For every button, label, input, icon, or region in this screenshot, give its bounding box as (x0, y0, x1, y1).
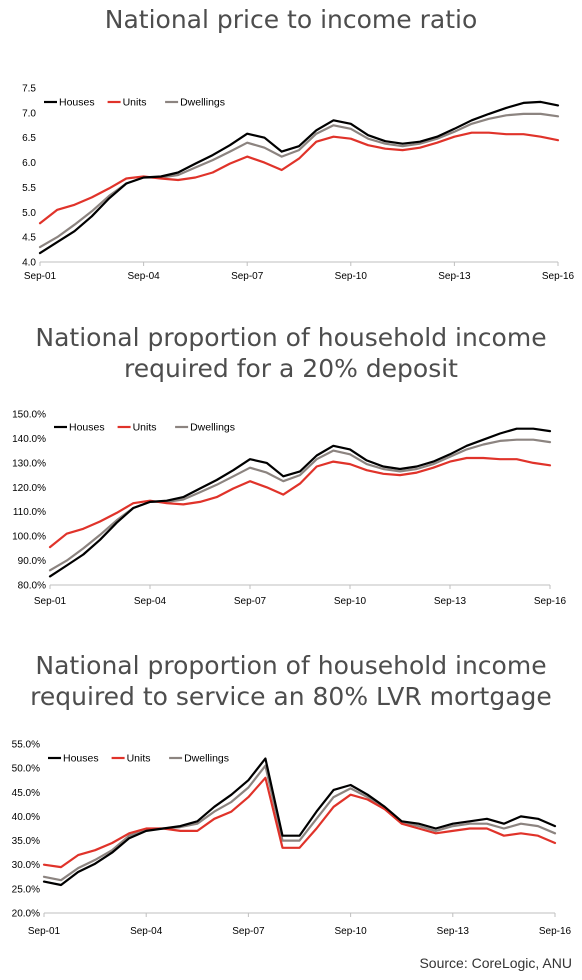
x-tick-label: Sep-10 (334, 926, 367, 937)
legend-label-units: Units (123, 97, 147, 109)
x-tick-label: Sep-01 (24, 271, 57, 282)
x-tick-label: Sep-04 (127, 271, 160, 282)
x-tick-label: Sep-07 (234, 596, 267, 607)
x-tick-label: Sep-16 (542, 271, 575, 282)
y-tick-label: 130.0% (12, 458, 46, 469)
series-line-dwellings (42, 764, 557, 882)
y-tick-label: 6.0 (22, 158, 36, 169)
x-tick-label: Sep-01 (28, 926, 61, 937)
y-tick-label: 25.0% (12, 884, 40, 895)
chart-title-line: required for a 20% deposit (124, 354, 458, 383)
y-tick-label: 110.0% (13, 507, 46, 518)
chart-title: National price to income ratio (0, 4, 582, 35)
series-line-dwellings (38, 112, 560, 249)
mortgage-chart: 20.0% 25.0% 30.0% 35.0% 40.0% 45.0% 50.0% 55.0%… (12, 740, 572, 938)
y-tick-label: 20.0% (12, 909, 40, 920)
series-line-houses (38, 100, 560, 255)
y-tick-label: 7.0 (22, 108, 36, 119)
deposit-chart: 80.0% 90.0% 100.0% 110.0% 120.0% 130.0% 140.0%… (12, 410, 567, 608)
chart-title: National proportion of household income … (0, 322, 582, 384)
series-line-dwellings (48, 438, 552, 572)
legend-label-dwellings: Dwellings (180, 97, 225, 109)
y-tick-label: 35.0% (12, 836, 40, 847)
y-tick-label: 5.0 (22, 208, 36, 219)
y-tick-label: 6.5 (22, 133, 36, 144)
y-tick-label: 80.0% (18, 581, 46, 592)
y-tick-label: 140.0% (12, 434, 46, 445)
x-tick-label: Sep-13 (434, 596, 467, 607)
x-tick-label: Sep-10 (335, 271, 368, 282)
y-tick-label: 90.0% (18, 556, 46, 567)
y-tick-label: 100.0% (12, 532, 46, 543)
y-tick-label: 150.0% (12, 410, 46, 421)
x-tick-label: Sep-16 (534, 596, 567, 607)
x-tick-label: Sep-04 (130, 926, 163, 937)
chart-title-line: National price to income ratio (104, 5, 478, 34)
source-note: Source: CoreLogic, ANU (419, 955, 572, 971)
series-line-units (42, 776, 557, 869)
y-tick-label: 55.0% (12, 740, 40, 751)
y-tick-label: 50.0% (12, 764, 40, 775)
series-line-units (48, 456, 552, 549)
x-tick-label: Sep-13 (438, 271, 471, 282)
legend-label-houses: Houses (59, 97, 95, 109)
legend-label-houses: Houses (69, 422, 105, 434)
legend-label-dwellings: Dwellings (184, 753, 229, 765)
y-tick-label: 7.5 (22, 84, 36, 95)
legend-label-houses: Houses (63, 753, 99, 765)
y-tick-label: 5.5 (22, 183, 36, 194)
x-tick-label: Sep-16 (539, 926, 572, 937)
y-tick-label: 4.0 (22, 258, 36, 269)
chart-title-line: National proportion of household income (35, 323, 547, 352)
y-tick-label: 40.0% (12, 812, 40, 823)
chart-title-line: National proportion of household income (35, 651, 547, 680)
legend-label-units: Units (133, 422, 157, 434)
x-tick-label: Sep-13 (437, 926, 470, 937)
x-tick-label: Sep-10 (334, 596, 367, 607)
y-tick-label: 45.0% (12, 788, 40, 799)
series-line-units (38, 131, 560, 225)
y-tick-label: 30.0% (12, 860, 40, 871)
series-line-houses (42, 757, 557, 887)
chart-title-line: required to service an 80% LVR mortgage (30, 682, 552, 711)
y-tick-label: 120.0% (12, 483, 46, 494)
series-line-houses (48, 427, 552, 578)
price-to-income-chart: 4.0 4.5 5.0 5.5 6.0 6.5 7.0 7.5 Sep-01 Sep-04 Sep-… (22, 84, 575, 283)
x-tick-label: Sep-07 (232, 926, 265, 937)
x-tick-label: Sep-01 (34, 596, 67, 607)
legend-label-dwellings: Dwellings (190, 422, 235, 434)
x-tick-label: Sep-04 (134, 596, 167, 607)
x-tick-label: Sep-07 (231, 271, 264, 282)
chart-title: National proportion of household income … (0, 650, 582, 712)
legend-label-units: Units (127, 753, 151, 765)
y-tick-label: 4.5 (22, 233, 36, 244)
